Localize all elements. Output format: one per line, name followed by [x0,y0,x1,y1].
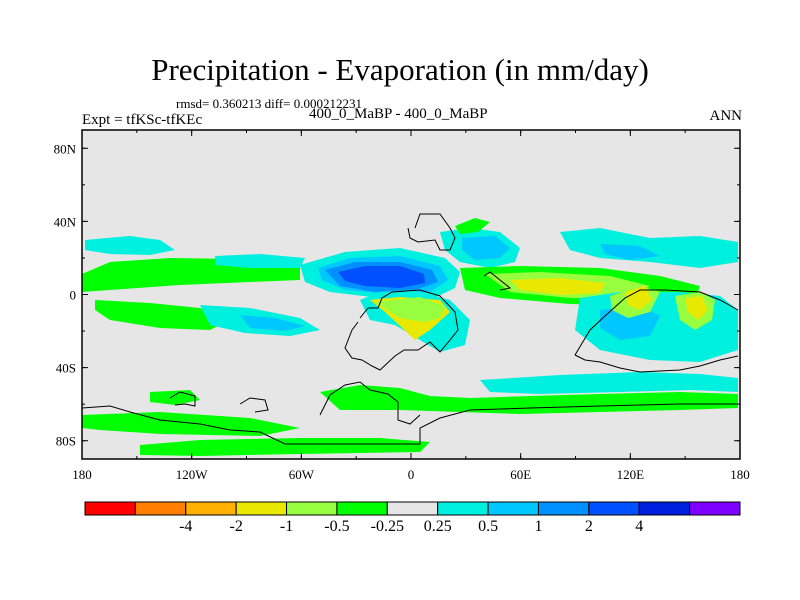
colorbar-label: -4 [179,518,192,535]
field-patch [480,372,738,394]
coastline [574,289,739,356]
colorbar-swatch [437,501,489,516]
field-patch [455,218,490,234]
field-patch [320,385,738,414]
field-patch [85,236,175,255]
field-patch [375,297,445,322]
colorbar-swatch [487,501,539,516]
field-patches [82,218,738,456]
lon-tick-label: 0 [408,467,415,482]
colorbar-swatch [386,501,439,516]
colorbar-swatch [537,501,590,516]
field-patch [240,315,305,331]
colorbar-swatch [336,501,388,516]
colorbar-swatch [588,501,640,516]
field-patch [215,254,305,268]
field-patch [338,266,425,288]
lat-tick-label: 40S [56,361,76,376]
coastline [344,289,459,371]
colorbar-label: -1 [280,518,293,535]
field-patch [625,286,652,310]
colorbar-label: 4 [635,518,643,535]
colorbar-swatch [286,501,338,516]
lon-tick-label: 180 [730,467,750,482]
field-patch [510,278,605,295]
colorbar-swatch [134,501,187,516]
field-patch [685,296,708,320]
colorbar-swatch [84,501,136,516]
field-patch [462,236,510,260]
colorbar-label: -0.25 [371,518,404,535]
lon-tick-label: 120E [617,467,645,482]
plot-title: Precipitation - Evaporation (in mm/day) [151,52,649,87]
lon-tick-label: 60E [510,467,531,482]
coastline [574,354,739,373]
stats-line: rmsd= 0.360213 diff= 0.000212231 [176,96,362,111]
colorbar-swatch [235,501,288,516]
coastline [239,397,269,413]
field-patch [140,438,430,456]
field-patch [600,244,660,260]
coastline [407,213,456,251]
axis-ticks [81,130,741,459]
season-label: ANN [709,108,743,124]
lat-tick-label: 80S [56,434,76,449]
field-patch [600,306,660,340]
coastlines [81,213,739,445]
coastline [319,381,421,425]
colorbar-label: -2 [229,518,242,535]
colorbar-swatch [185,501,237,516]
coastline [169,391,196,407]
lon-tick-label: 120W [176,467,209,482]
coastline [81,403,738,445]
colorbar-label: 1 [534,518,542,535]
field-patch [95,300,230,330]
axis-tick-labels: 80N 40N 0 40S 80S 180 120W 60W 0 60E 120E 180 [54,141,750,482]
field-patch [82,412,300,436]
colorbar-label: -0.5 [324,518,349,535]
subtitle-label: 400_0_MaBP - 400_0_MaBP [309,106,488,122]
field-patch [560,228,738,268]
colorbar-swatch [638,501,691,516]
colorbar-label: 0.5 [478,518,498,535]
colorbar-swatch [689,501,741,516]
lat-tick-label: 80N [54,141,77,156]
lat-tick-label: 40N [54,214,77,229]
lon-tick-label: 60W [289,467,315,482]
lat-tick-label: 0 [70,288,77,303]
coastline [483,271,512,291]
colorbar: -4 -2 -1 -0.5 -0.25 0.25 0.5 1 2 4 [84,501,741,535]
experiment-label: Expt = tfKSc-tfKEc [82,112,203,128]
colorbar-label: 2 [585,518,593,535]
colorbar-label: 0.25 [424,518,452,535]
lon-tick-label: 180 [72,467,92,482]
